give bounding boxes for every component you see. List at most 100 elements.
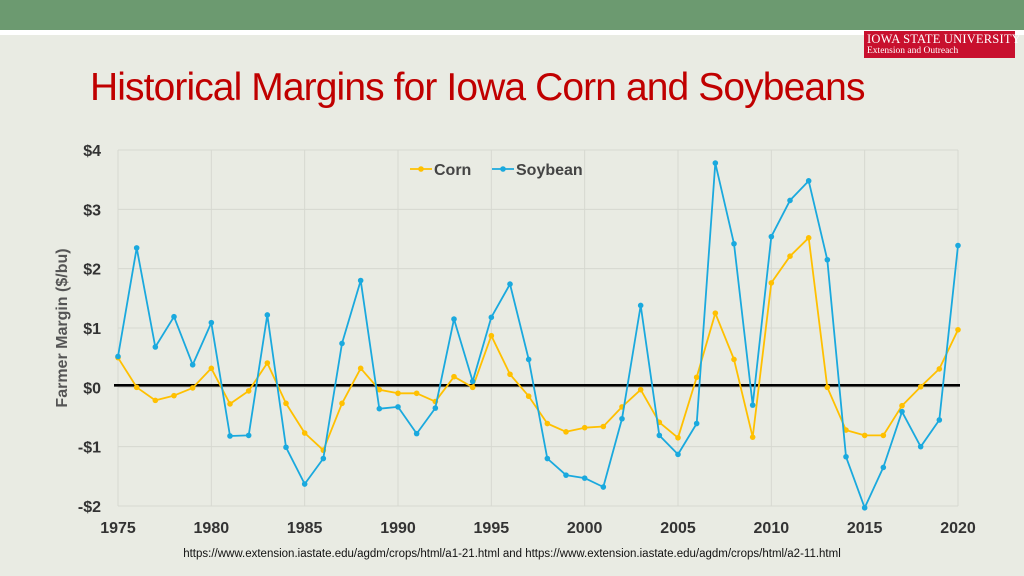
soybean-data-point — [712, 160, 719, 166]
corn-data-point — [339, 400, 345, 407]
soybean-data-point — [675, 451, 681, 458]
soybean-data-point — [376, 405, 383, 412]
soybean-data-point — [637, 302, 644, 309]
corn-data-point — [171, 392, 177, 399]
soybean-data-point — [880, 464, 887, 471]
x-tick-label: 2000 — [567, 520, 603, 537]
corn-data-point — [955, 326, 961, 333]
soybean-data-point — [936, 417, 943, 423]
corn-data-point — [208, 365, 215, 372]
soybean-data-point — [152, 344, 159, 350]
soybean-data-point — [861, 504, 868, 511]
corn-data-point — [843, 427, 849, 433]
corn-data-point — [227, 401, 233, 407]
corn-data-point — [488, 332, 495, 339]
y-tick-label: $2 — [83, 262, 101, 279]
soybean-data-point — [507, 281, 513, 287]
corn-data-point — [861, 432, 868, 439]
y-axis-title: Farmer Margin ($/bu) — [54, 248, 71, 407]
corn-data-point — [693, 374, 700, 381]
corn-data-point — [749, 434, 756, 440]
x-tick-label: 2015 — [847, 520, 883, 537]
soybean-data-point — [451, 316, 457, 322]
x-tick-label: 1980 — [194, 520, 230, 537]
y-tick-label: -$1 — [78, 440, 101, 457]
soybean-data-point — [395, 404, 401, 410]
x-tick-label: 1990 — [380, 520, 416, 537]
header-bar — [0, 0, 1024, 30]
soybean-data-point — [320, 455, 327, 462]
soybean-data-point — [955, 242, 961, 249]
y-tick-label: $3 — [83, 202, 101, 219]
soybean-data-point — [693, 420, 700, 427]
soybean-data-point — [768, 233, 775, 240]
corn-data-point — [395, 390, 401, 397]
soybean-data-point — [731, 240, 737, 247]
legend-corn-marker — [418, 166, 424, 172]
corn-data-point — [768, 280, 775, 286]
corn-data-point — [301, 430, 308, 436]
soybean-data-point — [171, 313, 177, 320]
corn-data-point — [899, 402, 905, 409]
x-tick-label: 2005 — [660, 520, 696, 537]
soybean-data-point — [488, 314, 495, 321]
logo-line-2: Extension and Outreach — [867, 45, 959, 56]
corn-data-point — [805, 235, 812, 241]
corn-data-point — [264, 360, 271, 366]
soybean-data-point — [824, 256, 831, 263]
soybean-data-point — [115, 353, 121, 360]
corn-data-point — [152, 397, 159, 404]
soybean-data-point — [544, 455, 551, 462]
x-tick-label: 1995 — [474, 520, 510, 537]
soybean-data-point — [208, 319, 215, 326]
corn-data-point — [731, 356, 737, 363]
corn-data-point — [283, 400, 289, 407]
soybean-data-point — [525, 356, 532, 363]
soybean-data-point — [787, 197, 793, 204]
soybean-data-point — [563, 472, 569, 478]
header-divider — [0, 30, 1024, 35]
y-tick-label: $1 — [83, 321, 101, 338]
corn-data-point — [376, 386, 383, 393]
soybean-data-point — [749, 402, 756, 408]
soybean-data-point — [600, 484, 607, 490]
corn-data-point — [507, 371, 513, 378]
soybean-data-point — [619, 415, 625, 422]
corn-data-point — [824, 384, 831, 391]
y-tick-label: $4 — [83, 143, 101, 160]
x-tick-label: 2010 — [754, 520, 790, 537]
soybean-data-point — [581, 475, 588, 481]
soybean-data-point — [245, 432, 252, 439]
corn-data-point — [675, 434, 681, 441]
x-tick-label: 1975 — [100, 520, 136, 537]
corn-data-point — [637, 386, 644, 393]
soybean-data-point — [805, 178, 812, 184]
corn-data-point — [712, 310, 719, 316]
soybean-data-point — [469, 378, 476, 385]
corn-series-line — [117, 236, 959, 452]
y-tick-label: $0 — [83, 380, 101, 397]
corn-data-point — [245, 388, 252, 394]
corn-data-point — [189, 385, 196, 391]
corn-data-point — [413, 390, 420, 397]
corn-data-point — [469, 384, 476, 391]
soybean-series-line — [117, 162, 959, 509]
soybean-data-point — [133, 245, 140, 251]
corn-data-point — [563, 429, 569, 435]
y-tick-label: -$2 — [78, 499, 101, 516]
corn-data-point — [133, 384, 140, 391]
soybean-data-point — [227, 433, 233, 439]
soybean-data-point — [656, 432, 663, 439]
corn-data-point — [581, 424, 588, 431]
soybean-data-point — [899, 408, 905, 415]
soybean-data-point — [264, 312, 271, 318]
corn-data-point — [917, 383, 924, 390]
corn-data-point — [787, 253, 793, 260]
source-citation: https://www.extension.iastate.edu/agdm/c… — [183, 548, 841, 560]
soybean-data-point — [301, 481, 308, 487]
page-title: Historical Margins for Iowa Corn and Soy… — [90, 66, 865, 109]
corn-data-point — [357, 365, 364, 372]
logo-line-1: IOWA STATE UNIVERSITY — [867, 32, 1021, 46]
corn-data-point — [451, 373, 457, 380]
